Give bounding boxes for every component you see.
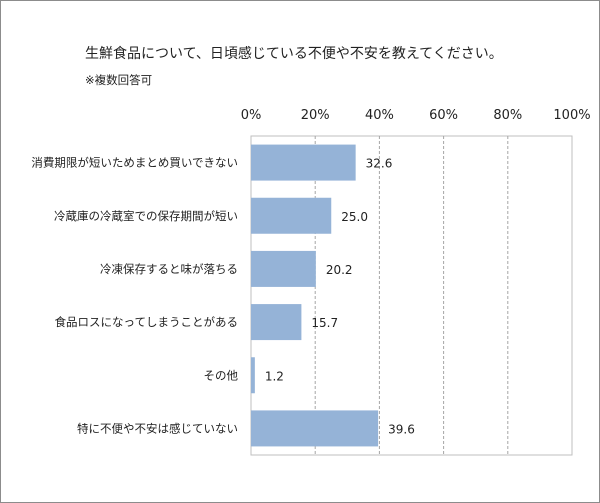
plot-area — [250, 135, 573, 456]
x-tick-label: 40% — [365, 108, 394, 123]
category-label: 消費期限が短いためまとめ買いできない — [31, 156, 238, 170]
category-label: その他 — [204, 368, 239, 382]
data-label: 20.2 — [326, 263, 353, 277]
bar — [251, 357, 255, 394]
chart-title: 生鮮食品について、日頃感じている不便や不安を教えてください。 — [85, 46, 503, 62]
category-label: 特に不便や不安は感じていない — [77, 421, 238, 435]
bar — [251, 410, 379, 447]
x-tick-label: 60% — [429, 108, 458, 123]
category-label: 冷凍保存すると味が落ちる — [100, 262, 238, 276]
bar — [251, 197, 332, 234]
bar — [251, 304, 302, 341]
data-label: 25.0 — [341, 210, 368, 224]
x-tick-label: 20% — [301, 108, 330, 123]
chart-subtitle: ※複数回答可 — [85, 73, 153, 87]
data-label: 39.6 — [388, 422, 415, 436]
bar — [251, 250, 316, 287]
x-tick-label: 100% — [553, 108, 590, 123]
data-label: 15.7 — [311, 316, 338, 330]
x-tick-label: 80% — [493, 108, 522, 123]
x-tick-label: 0% — [241, 108, 262, 123]
category-label: 食品ロスになってしまうことがある — [55, 315, 238, 329]
data-label: 32.6 — [366, 157, 393, 171]
bar — [251, 144, 356, 181]
category-label: 冷蔵庫の冷蔵室での保存期間が短い — [54, 209, 238, 223]
data-label: 1.2 — [265, 369, 284, 383]
